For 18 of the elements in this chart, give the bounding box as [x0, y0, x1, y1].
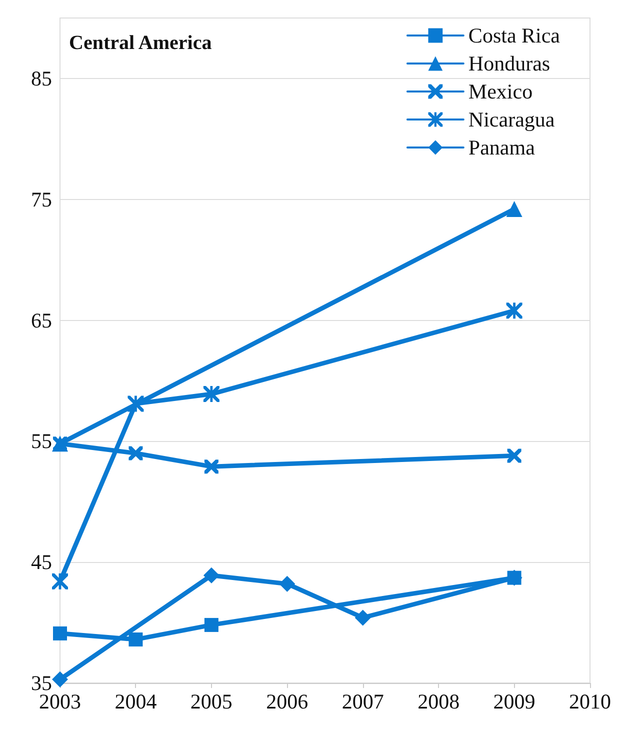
- legend-label: Honduras: [468, 52, 550, 76]
- legend-label: Costa Rica: [468, 24, 561, 48]
- x-tick-label: 2006: [266, 690, 308, 714]
- y-tick-label: 45: [31, 550, 52, 574]
- legend-label: Mexico: [468, 80, 533, 104]
- y-tick-label: 75: [31, 187, 52, 212]
- x-tick-label: 2007: [342, 690, 384, 714]
- x-tick-label: 2009: [493, 690, 536, 714]
- x-tick-label: 2008: [418, 690, 460, 714]
- legend-label: Panama: [468, 136, 536, 160]
- x-tick-label: 2005: [190, 690, 232, 714]
- x-tick-label: 2004: [114, 690, 158, 714]
- y-tick-label: 85: [31, 66, 52, 90]
- y-tick-label: 55: [31, 429, 52, 454]
- x-tick-label: 2010: [569, 690, 611, 714]
- text: Central America: [69, 32, 212, 54]
- y-tick-label: 65: [31, 308, 52, 332]
- legend-label: Nicaragua: [468, 108, 556, 132]
